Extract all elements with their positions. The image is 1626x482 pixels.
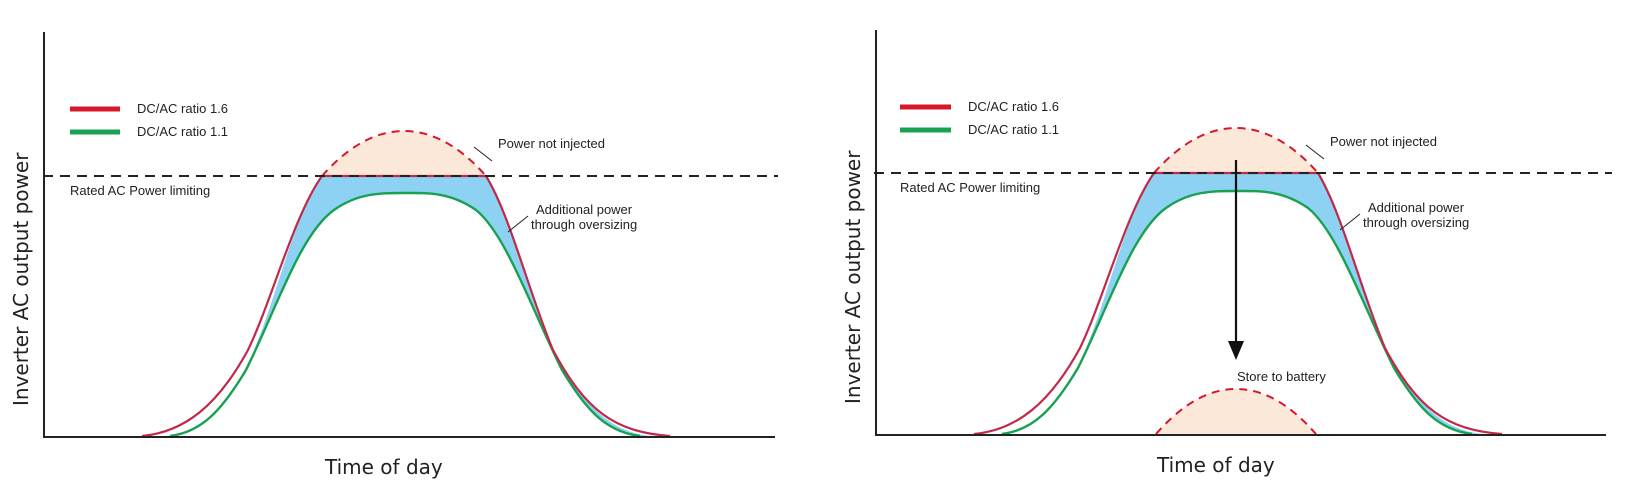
not-injected-leader bbox=[1305, 144, 1325, 160]
legend-green-label: DC/AC ratio 1.1 bbox=[968, 122, 1059, 137]
right-panel: DC/AC ratio 1.6 DC/AC ratio 1.1 Rated AC… bbox=[841, 30, 1612, 477]
x-axis-title: Time of day bbox=[324, 455, 443, 479]
not-injected-leader bbox=[473, 146, 493, 162]
oversizing-label-1: Additional power bbox=[1368, 200, 1465, 215]
clipped-dashed-curve bbox=[321, 129, 487, 177]
clipped-region bbox=[1154, 128, 1318, 173]
rated-limit-label: Rated AC Power limiting bbox=[900, 180, 1040, 195]
not-injected-label: Power not injected bbox=[498, 136, 605, 151]
oversizing-label-2: through oversizing bbox=[1363, 215, 1469, 230]
ratio-1-1-curve bbox=[169, 191, 641, 438]
y-axis-title: Inverter AC output power bbox=[841, 150, 865, 404]
battery-dashed-curve bbox=[1155, 387, 1317, 435]
not-injected-label: Power not injected bbox=[1330, 134, 1437, 149]
legend-red-label: DC/AC ratio 1.6 bbox=[968, 99, 1059, 114]
clipped-dashed-curve bbox=[1153, 126, 1319, 174]
x-axis-title: Time of day bbox=[1156, 453, 1275, 477]
oversizing-leader bbox=[507, 215, 529, 233]
legend-green-label: DC/AC ratio 1.1 bbox=[137, 124, 228, 139]
oversizing-leader bbox=[1339, 213, 1361, 231]
oversizing-label-1: Additional power bbox=[536, 202, 633, 217]
battery-stored-region bbox=[1156, 389, 1316, 434]
rated-limit-label: Rated AC Power limiting bbox=[70, 183, 210, 198]
clipped-region bbox=[322, 131, 486, 176]
legend-red-label: DC/AC ratio 1.6 bbox=[137, 101, 228, 116]
y-axis-title: Inverter AC output power bbox=[9, 152, 33, 406]
store-arrow-head bbox=[1228, 341, 1244, 360]
oversizing-label-2: through oversizing bbox=[531, 217, 637, 232]
store-to-battery-label: Store to battery bbox=[1237, 369, 1326, 384]
left-panel: DC/AC ratio 1.6 DC/AC ratio 1.1 Rated AC… bbox=[9, 32, 778, 479]
